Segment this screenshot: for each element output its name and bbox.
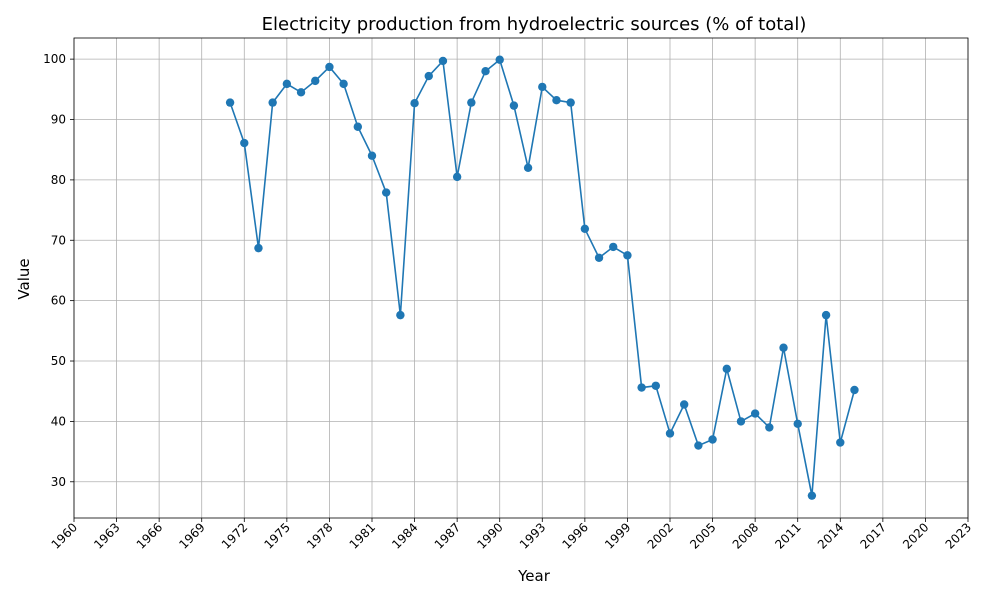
data-point (254, 243, 263, 253)
y-tick-label: 60 (51, 294, 66, 308)
data-point (793, 419, 802, 429)
data-point (722, 364, 731, 374)
data-point (594, 253, 604, 262)
data-point (481, 67, 490, 76)
axes (73, 37, 969, 519)
data-point (694, 441, 703, 450)
data-point (623, 251, 632, 260)
data-point (353, 122, 363, 131)
data-point (750, 409, 760, 418)
data-point (339, 79, 348, 89)
x-tick-label: 1984 (389, 520, 420, 551)
data-point (665, 429, 675, 438)
x-tick-label: 1978 (304, 520, 335, 551)
data-point (523, 163, 533, 173)
data-point (566, 98, 575, 107)
y-tick-label: 30 (51, 475, 66, 489)
data-point (736, 417, 746, 426)
y-axis-label: Value (15, 258, 33, 299)
data-point (637, 383, 646, 392)
x-tick-label: 2014 (815, 520, 846, 551)
x-tick-label: 2011 (772, 520, 803, 551)
data-point (580, 224, 590, 233)
x-tick-label: 1975 (261, 520, 292, 551)
data-point (850, 385, 859, 395)
data-point (708, 435, 717, 444)
chart-title: Electricity production from hydroelectri… (262, 14, 807, 35)
data-point (296, 88, 306, 97)
x-tick-label: 1999 (602, 520, 633, 551)
x-tick-label: 1963 (91, 520, 122, 551)
x-tick-label: 1990 (474, 520, 505, 551)
data-point (538, 82, 547, 92)
y-tick-label: 40 (51, 414, 66, 428)
y-tick-label: 90 (51, 113, 66, 127)
y-axis-ticks: 30 40 50 60 70 80 90 100 (43, 52, 74, 489)
data-point (282, 79, 292, 89)
data-point (509, 101, 519, 110)
data-point (325, 62, 334, 72)
series-group (225, 55, 859, 500)
data-point (679, 400, 689, 409)
x-tick-label: 2002 (645, 520, 676, 551)
x-tick-label: 1966 (134, 520, 165, 551)
x-tick-label: 1987 (432, 520, 463, 551)
x-tick-label: 1960 (49, 520, 80, 551)
y-tick-label: 100 (43, 52, 66, 66)
y-tick-label: 50 (51, 354, 66, 368)
x-tick-label: 1972 (219, 520, 250, 551)
data-point (495, 55, 504, 64)
data-point (779, 343, 788, 352)
data-point (651, 381, 661, 390)
x-tick-label: 2008 (730, 520, 761, 551)
x-tick-label: 1981 (347, 520, 378, 551)
data-point (225, 98, 235, 107)
data-point (311, 76, 320, 86)
data-point (396, 310, 405, 320)
x-tick-label: 2005 (687, 520, 718, 551)
data-point (367, 151, 377, 160)
data-point (821, 310, 831, 320)
x-tick-label: 2020 (900, 520, 931, 551)
data-point (240, 138, 249, 148)
data-point (609, 242, 618, 252)
data-point (467, 98, 476, 107)
data-point (268, 98, 277, 107)
data-point (424, 71, 433, 81)
x-tick-label: 2017 (857, 520, 888, 551)
data-point (438, 56, 448, 66)
x-tick-label: 1996 (559, 520, 590, 551)
x-tick-label: 1993 (517, 520, 548, 551)
data-point (381, 188, 391, 197)
x-axis-label: Year (517, 567, 551, 585)
data-point (765, 423, 774, 432)
grid-lines (73, 38, 969, 518)
data-point (410, 99, 419, 108)
data-point (836, 438, 845, 447)
y-tick-label: 70 (51, 233, 66, 247)
x-tick-label: 2023 (943, 520, 974, 551)
x-axis-ticks: 1960 1963 1966 1969 1972 1975 1978 1981 1984 1987… (49, 518, 974, 552)
plot-frame (73, 37, 969, 519)
data-point (552, 95, 561, 105)
data-point (452, 172, 462, 182)
data-point (807, 491, 817, 500)
y-tick-label: 80 (51, 173, 66, 187)
x-tick-label: 1969 (176, 520, 207, 551)
